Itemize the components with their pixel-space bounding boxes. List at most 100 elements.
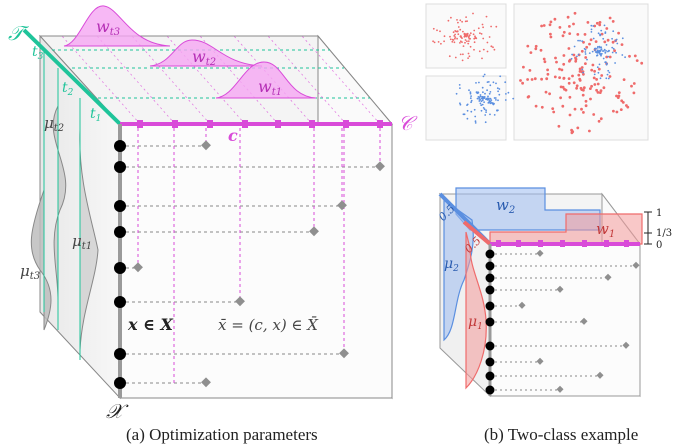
scatter-point: [580, 107, 583, 111]
scatter-point: [456, 37, 458, 40]
scatter-point: [571, 53, 573, 56]
scatter-point: [624, 56, 626, 59]
scatter-point: [567, 81, 571, 85]
scatter-point: [567, 77, 571, 80]
scatter-point: [459, 103, 462, 106]
scatter-point: [612, 109, 615, 113]
scatter-point: [574, 59, 578, 63]
scale-bracket: [644, 211, 652, 245]
scatter-point: [607, 69, 610, 72]
scatter-point: [453, 35, 456, 37]
scatter-point: [612, 30, 615, 33]
scatter-point: [548, 23, 552, 27]
scatter-point: [570, 131, 574, 135]
scatter-point: [614, 39, 617, 42]
scatter-point: [526, 44, 530, 48]
x-points: [114, 128, 385, 389]
scatter-point: [600, 74, 604, 77]
svg-text:t3: t3: [32, 44, 44, 62]
scatter-point: [621, 54, 624, 56]
scatter-point: [534, 44, 538, 48]
scatter-point: [469, 45, 472, 48]
scatter-point: [476, 97, 479, 100]
scatter-point: [483, 97, 486, 99]
scatter-point: [533, 77, 537, 81]
scatter-point: [542, 24, 546, 27]
scatter-point: [595, 88, 598, 92]
scatter-point: [489, 84, 492, 87]
scatter-point: [490, 45, 493, 48]
scatter-point: [454, 36, 457, 38]
scatter-point: [479, 102, 482, 105]
scatter-point: [443, 35, 446, 38]
scatter-point: [572, 81, 576, 85]
cube-b-front: [489, 243, 641, 397]
scatter-point: [459, 102, 461, 105]
scatter-point: [455, 92, 458, 95]
scatter-point: [522, 65, 525, 69]
scatter-point: [596, 91, 600, 94]
scatter-point: [583, 33, 587, 36]
scatter-point: [529, 51, 533, 54]
scatter-point: [475, 82, 477, 84]
scatter-point: [598, 63, 601, 66]
scatter-point: [593, 24, 597, 28]
scatter-point: [530, 78, 534, 81]
scatter-point: [597, 32, 600, 35]
scatter-point: [597, 71, 600, 74]
scatter-point: [606, 73, 609, 76]
scatter-point: [440, 42, 442, 45]
scatter-point: [608, 16, 612, 20]
scatter-point: [456, 30, 459, 33]
scatter-point: [439, 30, 441, 33]
scatter-point: [603, 40, 607, 44]
mu-t1-curve: [79, 129, 99, 351]
scatter-point: [481, 96, 484, 98]
cube-front-face: [119, 123, 393, 399]
scatter-point: [482, 26, 484, 29]
scatter-point: [454, 33, 456, 36]
scatter-point: [588, 52, 591, 54]
scatter-point: [589, 97, 592, 101]
time-tick-labels: t3 t2 t1: [32, 44, 101, 124]
scatter-point: [605, 63, 608, 66]
scatter-blue: [425, 75, 507, 141]
scatter-point: [490, 25, 492, 28]
scatter-point: [486, 41, 489, 44]
scatter-point: [507, 91, 510, 94]
scatter-point: [489, 97, 492, 100]
scatter-point: [483, 108, 486, 111]
scatter-point: [526, 95, 530, 99]
scale-labels: 1 1/3 0: [656, 208, 672, 251]
scatter-point: [588, 42, 591, 46]
scatter-point: [534, 47, 538, 51]
scatter-point: [617, 91, 621, 94]
scatter-point: [558, 67, 561, 71]
w-t1-curve: [215, 61, 317, 99]
scatter-point: [474, 36, 477, 39]
scatter-point: [466, 104, 468, 106]
scatter-point: [640, 61, 644, 65]
scatter-point: [486, 81, 489, 83]
caption-a: (a) Optimization parameters: [126, 425, 318, 444]
scatter-point: [482, 37, 485, 40]
scatter-point: [496, 87, 499, 90]
scatter-point: [621, 101, 625, 104]
scatter-point: [454, 56, 457, 59]
scatter-point: [478, 100, 481, 102]
scatter-point: [584, 53, 587, 55]
scatter-point: [608, 50, 610, 52]
scatter-point: [466, 20, 468, 22]
scatter-point: [465, 16, 467, 18]
scatter-point: [459, 87, 461, 89]
scatter-point: [549, 35, 553, 39]
scatter-point: [463, 113, 466, 116]
scatter-point: [481, 86, 484, 89]
scatter-point: [619, 108, 623, 111]
scatter-point: [576, 33, 580, 36]
scatter-point: [459, 35, 462, 38]
scatter-point: [586, 21, 590, 24]
scatter-point: [452, 39, 455, 41]
scatter-point: [573, 107, 577, 111]
scatter-point: [613, 49, 616, 53]
